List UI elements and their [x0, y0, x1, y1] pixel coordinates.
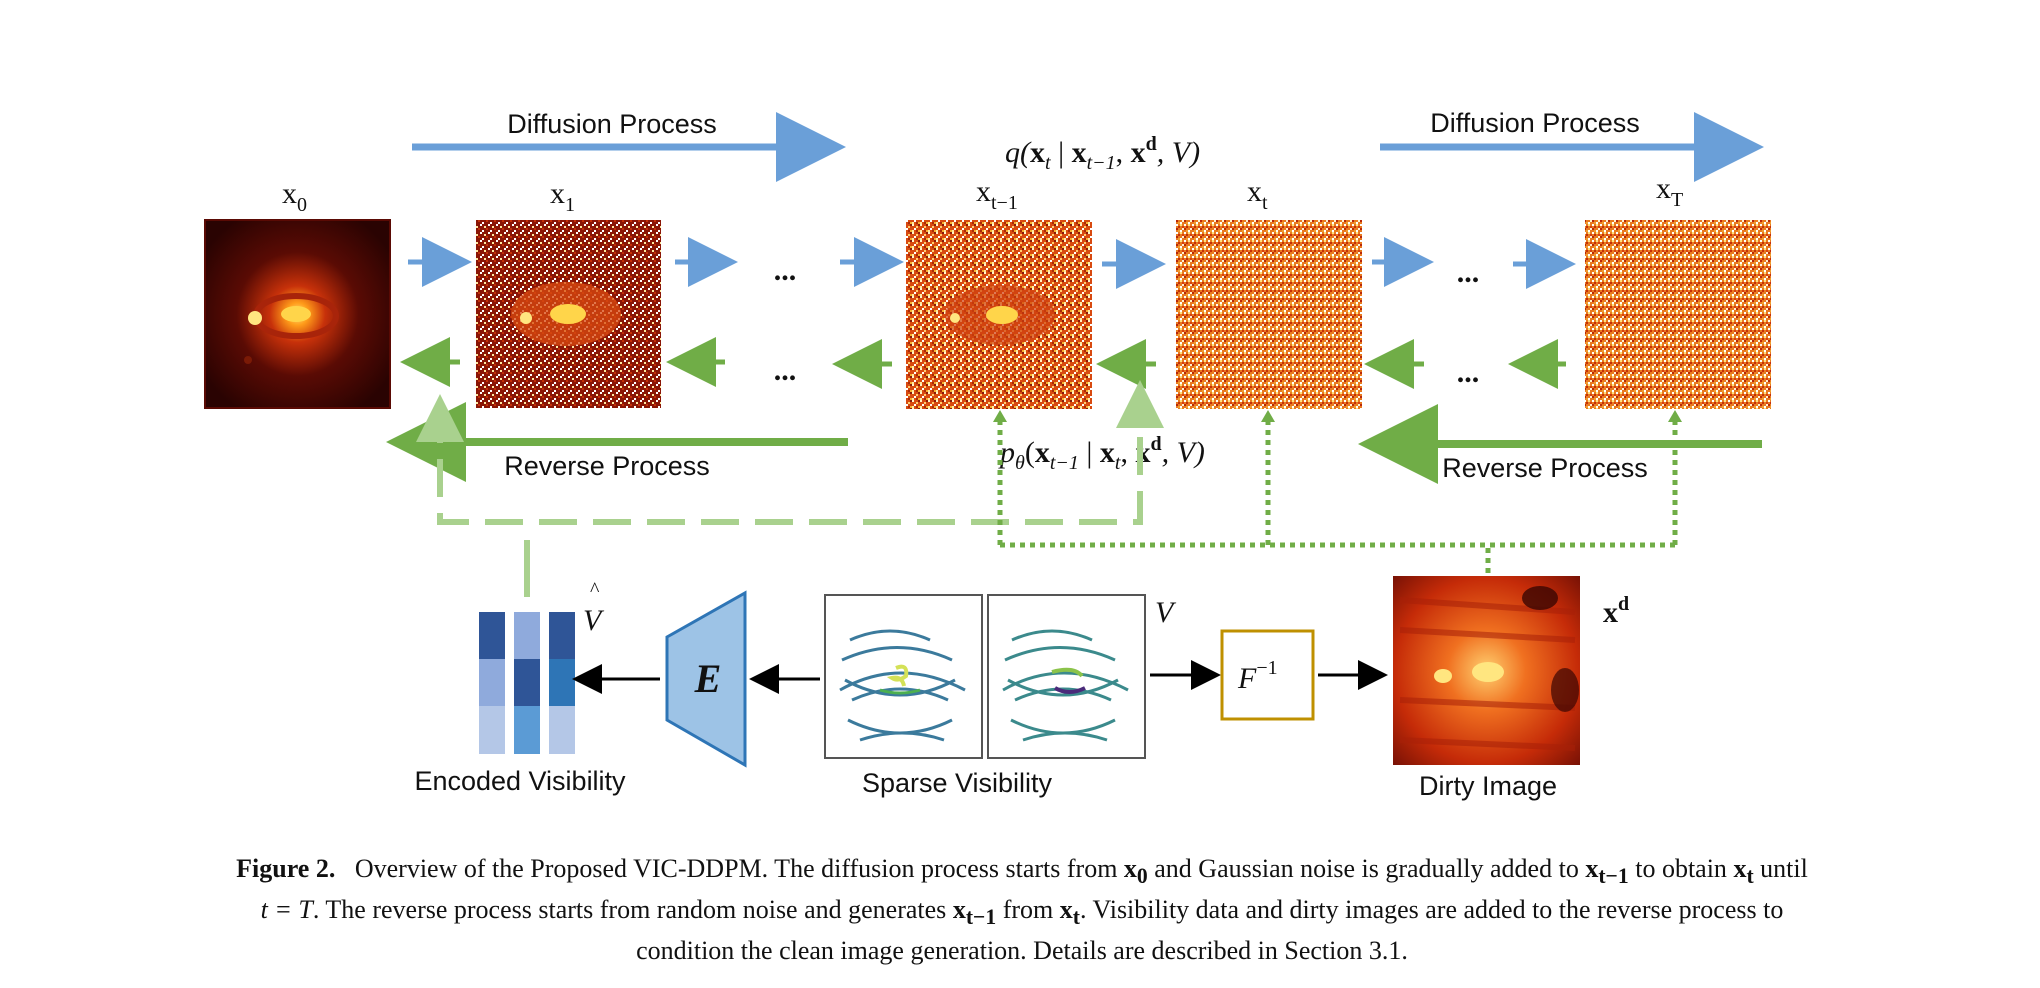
v-hat-symbol: V — [583, 604, 605, 637]
ellipsis-forward-2: ... — [1457, 256, 1480, 289]
image-xt-1 — [906, 220, 1092, 409]
caption-x0-sub: 0 — [1136, 864, 1148, 889]
caption-seg2: and Gaussian noise is gradually added to — [1147, 854, 1586, 883]
caption-seg3: to obtain — [1628, 854, 1734, 883]
dirty-image-condition-arrowheads — [993, 410, 1682, 422]
reverse-arrows — [400, 337, 1566, 389]
diffusion-process-label-left: Diffusion Process — [507, 109, 717, 139]
encoded-visibility-condition-path — [416, 380, 1164, 597]
caption-xt1b: x — [952, 895, 966, 925]
inverse-fourier-label: F−1 — [1237, 657, 1278, 695]
caption-xt1b-sub: t−1 — [965, 905, 997, 930]
image-x1 — [476, 220, 661, 408]
caption-xt: x — [1733, 854, 1747, 883]
caption-line3: condition the clean image generation. De… — [636, 936, 1408, 966]
caption-seg1: Overview of the Proposed VIC-DDPM. The d… — [354, 854, 1124, 883]
caption-seg7: . Visibility data and dirty images are a… — [1079, 895, 1784, 925]
dirty-image — [1393, 576, 1580, 765]
caption-seg6: from — [996, 895, 1060, 925]
state-label-xt-1: xt−1 — [976, 175, 1018, 214]
v-symbol: V — [1155, 596, 1177, 629]
ellipsis-forward-1: ... — [774, 254, 797, 287]
inverse-fourier-block — [1220, 629, 1315, 721]
image-xt — [1176, 220, 1362, 409]
ellipsis-reverse-1: ... — [774, 354, 797, 387]
caption-seg4: until — [1753, 854, 1808, 883]
v-hat-mark: ^ — [590, 579, 600, 601]
caption-xt1-sub: t−1 — [1598, 864, 1629, 889]
reverse-process-label-left: Reverse Process — [504, 451, 710, 481]
caption-t-eq: t = T — [260, 895, 313, 925]
image-x0 — [204, 219, 391, 409]
sparse-visibility-panel-1 — [824, 594, 983, 759]
encoder-label: E — [694, 656, 722, 701]
state-label-x0: x0 — [282, 177, 307, 216]
caption-xt1: x — [1585, 854, 1599, 883]
state-label-xt: xt — [1247, 175, 1268, 214]
state-label-x1: x1 — [550, 177, 575, 216]
caption-xtb: x — [1059, 895, 1073, 925]
encoder-block — [665, 590, 747, 768]
reverse-transition-formula: pθ(xt−1 | xt, xd, V) — [998, 433, 1205, 474]
ellipsis-reverse-2: ... — [1457, 356, 1480, 389]
caption-xt-sub: t — [1746, 864, 1754, 889]
caption-xtb-sub: t — [1072, 905, 1080, 930]
reverse-process-label-right: Reverse Process — [1442, 453, 1648, 483]
dirty-image-condition-path — [997, 420, 1678, 573]
state-label-xT: xT — [1656, 172, 1683, 211]
dirty-image-symbol: xd — [1603, 593, 1629, 629]
sparse-visibility-label: Sparse Visibility — [862, 768, 1053, 798]
encoded-visibility-label: Encoded Visibility — [414, 766, 626, 796]
forward-arrows — [408, 237, 1576, 289]
caption-seg5: . The reverse process starts from random… — [312, 895, 953, 925]
diffusion-process-label-right: Diffusion Process — [1430, 108, 1640, 138]
figure-caption: Figure 2. Overview of the Proposed VIC-D… — [52, 852, 1992, 968]
dirty-image-label: Dirty Image — [1419, 771, 1557, 801]
encoded-visibility-bars — [479, 612, 575, 754]
caption-prefix: Figure 2. — [236, 854, 336, 883]
caption-x0: x — [1123, 854, 1137, 883]
image-xT — [1585, 220, 1771, 409]
forward-transition-formula: q(xt | xt−1, xd, V) — [1005, 133, 1200, 174]
sparse-visibility-panel-2 — [987, 594, 1146, 759]
